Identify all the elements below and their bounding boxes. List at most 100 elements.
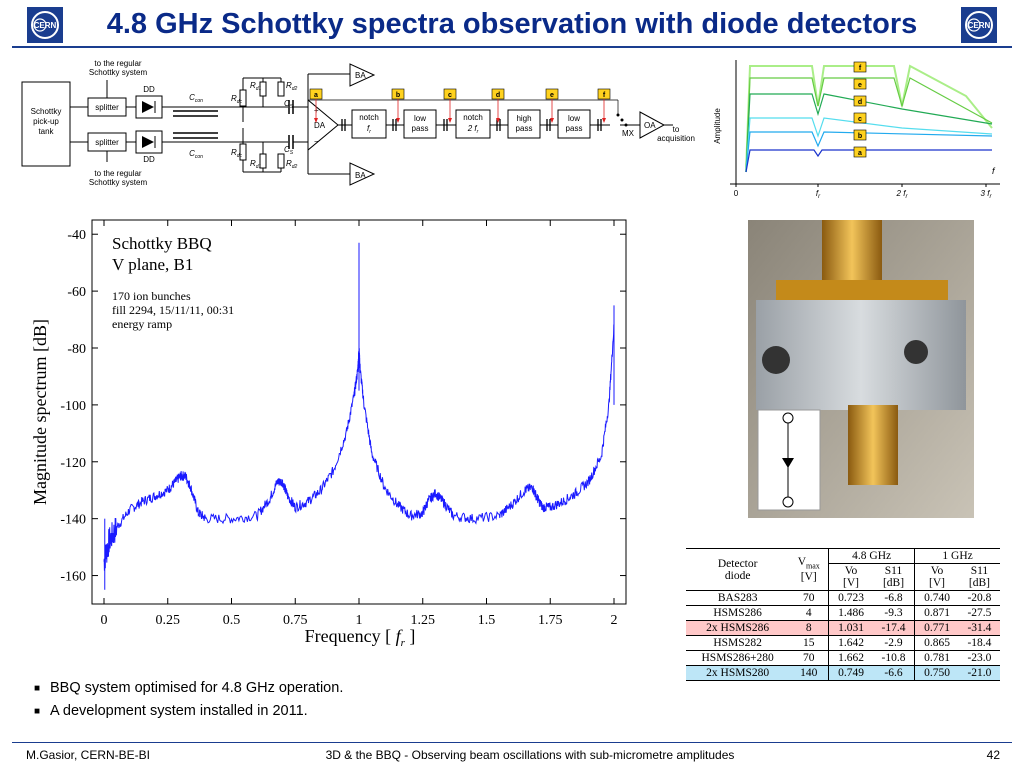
svg-text:f: f <box>859 65 862 72</box>
da-plus: + <box>314 106 319 115</box>
buffer-amplifier-top <box>349 63 376 87</box>
amp-curve-a <box>745 64 993 173</box>
notch1-f-label: fr <box>367 124 371 135</box>
svg-text:c: c <box>448 92 452 99</box>
diode-icon <box>142 136 154 148</box>
pickup-box <box>21 81 71 167</box>
lowpass2-label: low pass <box>566 114 583 133</box>
cern-logo-left: CERN <box>26 6 64 44</box>
y-tick-label: -140 <box>60 513 86 528</box>
cell-vo-1: 0.865 <box>914 635 959 651</box>
svg-text:e: e <box>550 92 554 99</box>
page-title: 4.8 GHz Schottky spectra observation wit… <box>106 8 918 40</box>
amp-tick-label: 3 fr <box>981 189 993 200</box>
splitter-top-label: splitter <box>95 103 119 112</box>
splitter-bottom-label: splitter <box>95 138 119 147</box>
table-row: HSMS286+280 70 1.662 -10.8 0.781 -23.0 <box>686 650 1000 666</box>
cell-vmax: 70 <box>789 650 829 666</box>
tap-f: f <box>597 88 611 123</box>
rd2-top-label: Rd2 <box>286 81 298 92</box>
dd-top-label: DD <box>143 85 155 94</box>
footer-author: M.Gasior, CERN-BE-BI <box>26 748 151 762</box>
cell-vmax: 8 <box>789 620 829 636</box>
ba-bottom-label: BA <box>355 171 366 180</box>
ccon-bottom-label: Ccon <box>189 149 203 160</box>
cell-diode: HSMS286+280 <box>686 650 790 666</box>
amp-legend-d: d <box>853 95 867 107</box>
diode-detector-photo <box>748 220 974 518</box>
svg-text:c: c <box>858 116 862 123</box>
cs-top-label: CS <box>284 99 294 110</box>
cell-vmax: 15 <box>789 635 829 651</box>
footer-rule <box>12 742 1012 743</box>
cell-s11-1: -31.4 <box>958 620 1000 636</box>
title-rule <box>12 46 1012 48</box>
cell-diode: 2x HSMS280 <box>686 665 790 681</box>
amp-curve-f <box>745 149 992 173</box>
y-tick-label: -40 <box>67 228 86 243</box>
annot-title2: V plane, B1 <box>112 255 193 274</box>
rd2-bottom-label: Rd2 <box>286 159 298 170</box>
notch1-label: notch <box>359 113 379 122</box>
y-tick-label: -60 <box>67 285 86 300</box>
y-tick-label: -80 <box>67 342 86 357</box>
th-48ghz: 4.8 GHz <box>828 548 915 564</box>
y-axis-label: Magnitude spectrum [dB] <box>30 319 50 505</box>
rdc-top-label: Rdc <box>231 94 243 105</box>
footer-page-number: 42 <box>986 748 1000 762</box>
cell-vo-48: 1.486 <box>828 605 873 621</box>
x-axis-label: Frequency [ fr ] <box>305 626 416 649</box>
amp-curve-e <box>745 131 993 173</box>
cell-vo-48: 0.749 <box>828 665 873 681</box>
svg-text:CERN: CERN <box>34 21 57 30</box>
cell-vmax: 140 <box>789 665 829 681</box>
x-tick-label: 2 <box>611 613 618 628</box>
svg-text:e: e <box>858 82 862 89</box>
cell-s11-48: -6.6 <box>872 665 915 681</box>
cell-s11-48: -17.4 <box>872 620 915 636</box>
cell-vo-1: 0.740 <box>914 590 959 606</box>
cell-s11-1: -18.4 <box>958 635 1000 651</box>
notch-fr-filter <box>351 109 387 139</box>
y-tick-label: -160 <box>60 570 86 585</box>
pickup-text: Schottky pick-up tank <box>31 107 62 136</box>
cell-vo-1: 0.771 <box>914 620 959 636</box>
table-row: 2x HSMS286 8 1.031 -17.4 0.771 -31.4 <box>686 620 1000 636</box>
cern-logo-icon: CERN <box>961 7 997 43</box>
cell-diode: HSMS286 <box>686 605 790 621</box>
buffer-amplifier-bottom <box>349 162 376 186</box>
amp-ylabel: Amplitude <box>713 108 722 144</box>
cell-s11-48: -9.3 <box>872 605 915 621</box>
svg-text:d: d <box>496 92 500 99</box>
cern-logo-right: CERN <box>960 6 998 44</box>
diode-icon <box>142 101 154 113</box>
cell-s11-48: -10.8 <box>872 650 915 666</box>
cell-vo-1: 0.750 <box>914 665 959 681</box>
rd1-bottom-label: Rd1 <box>250 159 262 170</box>
da-minus: − <box>314 137 319 146</box>
ba-top-label: BA <box>355 71 366 80</box>
cell-diode: BAS283 <box>686 590 790 606</box>
cell-vo-48: 0.723 <box>828 590 873 606</box>
mx-label: MX <box>622 129 635 138</box>
bullet-item: ■ A development system installed in 2011. <box>34 703 308 719</box>
spectrum-chart: -40 -60 -80 -100 -120 -140 -160 0 0.25 0.5 0.75 1 1… <box>30 210 636 660</box>
detector-table: Detector diode Vmax [V] 4.8 GHz 1 GHz Vo [V… <box>686 548 1000 681</box>
th-vmax: Vmax [V] <box>789 548 829 591</box>
amp-curve-d <box>745 117 993 173</box>
cs-bottom-label: CS <box>284 145 294 156</box>
table-row: HSMS286 4 1.486 -9.3 0.871 -27.5 <box>686 605 1000 621</box>
cell-vo-48: 1.642 <box>828 635 873 651</box>
notch2-f-label: 2 fr <box>467 124 479 135</box>
amp-legend-b: b <box>853 129 867 141</box>
annot-line3: energy ramp <box>112 317 172 331</box>
svg-text:a: a <box>314 92 318 99</box>
svg-text:a: a <box>858 150 862 157</box>
amp-tick-label: 0 <box>734 189 739 198</box>
da-label: DA <box>314 121 326 130</box>
amp-tick-label: fr <box>816 189 821 200</box>
svg-text:b: b <box>396 92 400 99</box>
amp-curve-c <box>745 93 993 173</box>
bullet-list: ■ BBQ system optimised for 4.8 GHz operat… <box>34 680 343 726</box>
x-tick-label: 1.25 <box>411 613 436 628</box>
